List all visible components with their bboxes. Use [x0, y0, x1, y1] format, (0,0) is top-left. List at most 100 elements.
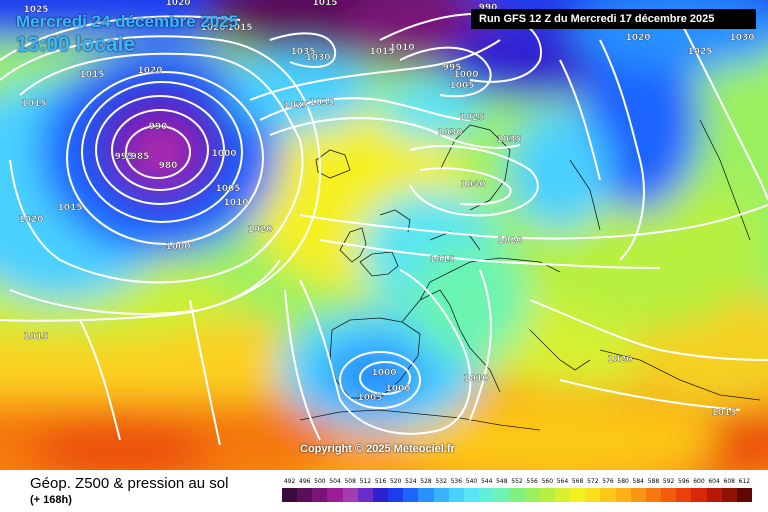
isobar-label: 1020	[200, 23, 225, 33]
legend-swatch	[357, 488, 374, 502]
isobar-label: 1015	[711, 408, 736, 418]
legend-label: 592	[662, 478, 675, 485]
legend-label: 532	[435, 478, 447, 485]
legend-swatch	[600, 488, 617, 502]
isobar-label: 1020	[607, 355, 632, 365]
isobar-label: 1025	[23, 5, 48, 15]
isobar-label: 1015	[312, 0, 337, 8]
legend-swatch	[585, 488, 601, 502]
isobar-label: 1010	[223, 198, 248, 208]
isobar-label: 1015	[429, 255, 454, 265]
isobar-label: 1020	[497, 236, 522, 246]
legend-label: 512	[359, 478, 372, 485]
isobar-label: 1010	[389, 43, 414, 53]
legend-label: 548	[496, 478, 508, 485]
legend-swatch	[645, 488, 662, 502]
legend-label: 536	[450, 478, 463, 485]
isobar-label: 1035	[309, 98, 334, 108]
legend-swatch	[661, 488, 677, 502]
isobar-label: 1015	[79, 70, 104, 80]
color-legend: 492 496 500 504 508 512 516 520 524 528 532 536 540 5…	[282, 478, 753, 508]
legend-swatch	[691, 488, 707, 502]
legend-swatch	[524, 488, 541, 502]
isobar-label: 995	[443, 63, 462, 73]
legend-label: 500	[314, 478, 326, 485]
forecast-date: Mercredi 24 décembre 2025	[16, 12, 239, 31]
legend-swatch	[676, 488, 692, 502]
legend-swatch	[388, 488, 404, 502]
legend-swatch	[418, 488, 435, 502]
legend-label: 564	[556, 478, 569, 485]
legend-label: 520	[389, 478, 402, 485]
isobar-label: 1020	[625, 33, 650, 43]
map-title: Géop. Z500 & pression au sol	[30, 475, 229, 492]
legend-swatch	[448, 488, 465, 502]
legend-label: 580	[617, 478, 629, 485]
legend-swatch	[721, 488, 738, 502]
legend-swatch	[706, 488, 723, 502]
legend-label: 604	[708, 478, 720, 485]
legend-swatch	[342, 488, 359, 502]
legend-swatch	[539, 488, 556, 502]
legend-label: 540	[465, 478, 478, 485]
isobar-label: 1015	[21, 99, 46, 109]
legend-label: 560	[541, 478, 554, 485]
legend-label: 596	[678, 478, 690, 485]
legend-label: 508	[344, 478, 356, 485]
legend-label: 600	[693, 478, 705, 485]
isobar-label: 1010	[463, 374, 488, 384]
forecast-offset: (+ 168h)	[30, 494, 72, 506]
legend-swatch	[570, 488, 586, 502]
isobar-label: 1025	[459, 113, 484, 123]
isobar-label: 990	[149, 122, 168, 132]
forecast-time: 13:00 locale	[16, 33, 136, 56]
legend-swatch	[327, 488, 344, 502]
legend-swatch	[312, 488, 328, 502]
legend-swatch	[433, 488, 450, 502]
legend-swatch	[630, 488, 647, 502]
isobar-label: 1030	[305, 53, 330, 63]
isobar-label: 990	[479, 3, 498, 13]
legend-swatch	[554, 488, 571, 502]
legend-label: 608	[723, 478, 735, 485]
isobar-label: 1005	[357, 393, 382, 403]
legend-label: 528	[420, 478, 432, 485]
isobar-label: 1005	[449, 81, 474, 91]
legend-swatch	[479, 488, 495, 502]
legend-label: 576	[602, 478, 614, 485]
isobar-label: 1000	[211, 149, 236, 159]
legend-swatch	[372, 488, 389, 502]
isobar-label: 1025	[687, 47, 712, 57]
isobar-label: 1035	[496, 135, 521, 145]
legend-label: 516	[374, 478, 387, 485]
isobar-label: 1000	[371, 368, 396, 378]
isobar-label: 980	[159, 161, 178, 171]
legend-label: 544	[480, 478, 493, 485]
legend-label: 496	[299, 478, 311, 485]
legend-swatch	[297, 488, 313, 502]
isobar-label: 1015	[369, 47, 394, 57]
isobar-label: 1040	[460, 180, 485, 190]
isobar-label: 1035	[290, 47, 315, 57]
legend-swatch	[509, 488, 526, 502]
isobar-label: 1005	[215, 184, 240, 194]
isobar-label: 1030	[729, 33, 754, 43]
isobar-label: 985	[131, 152, 150, 162]
isobar-label: 1035	[283, 101, 308, 111]
legend-label: 568	[571, 478, 584, 485]
isobars	[0, 12, 768, 446]
isobar-label: 1000	[453, 70, 478, 80]
isobar-label: 1015	[23, 332, 48, 342]
legend-label: 524	[405, 478, 417, 485]
copyright-text: Copyright © 2025 Meteociel.fr	[300, 443, 455, 455]
legend-label: 588	[647, 478, 660, 485]
isobar-label: 1020	[137, 66, 162, 76]
legend-swatch	[736, 488, 753, 502]
legend-swatch	[463, 488, 480, 502]
isobar-label: 1020	[18, 215, 43, 225]
legend-label: 612	[738, 478, 751, 485]
legend-swatch	[615, 488, 632, 502]
legend-label: 584	[632, 478, 644, 485]
